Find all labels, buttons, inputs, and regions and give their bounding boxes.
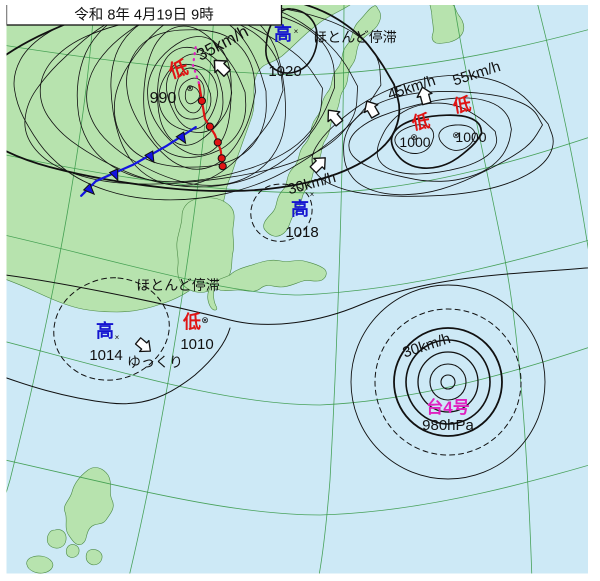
svg-text:1014: 1014 (89, 347, 122, 364)
svg-text:低: 低 (409, 110, 431, 134)
svg-text:1000: 1000 (455, 129, 486, 145)
svg-text:令和 8年 4月19日 9時: 令和 8年 4月19日 9時 (74, 7, 213, 24)
svg-text:1020: 1020 (268, 63, 301, 80)
svg-text:⊗: ⊗ (410, 132, 418, 142)
svg-text:高: 高 (96, 320, 114, 341)
svg-text:低: 低 (450, 93, 472, 117)
svg-text:⊗: ⊗ (201, 315, 209, 325)
svg-text:低: 低 (182, 311, 201, 332)
svg-text:×: × (294, 27, 299, 36)
svg-text:1010: 1010 (180, 336, 213, 353)
svg-text:×: × (115, 333, 120, 342)
svg-text:⊗: ⊗ (452, 130, 460, 140)
svg-text:台4号: 台4号 (426, 397, 469, 417)
svg-text:高: 高 (274, 23, 292, 44)
svg-text:990: 990 (150, 90, 177, 107)
svg-text:1018: 1018 (285, 224, 318, 241)
svg-text:ゆっくり: ゆっくり (127, 354, 183, 370)
svg-text:ほとんど停滞: ほとんど停滞 (136, 277, 220, 293)
svg-text:⊗: ⊗ (186, 83, 194, 93)
svg-text:ほとんど停滞: ほとんど停滞 (313, 29, 397, 45)
svg-text:高: 高 (291, 198, 309, 219)
svg-text:980hPa: 980hPa (422, 417, 474, 434)
